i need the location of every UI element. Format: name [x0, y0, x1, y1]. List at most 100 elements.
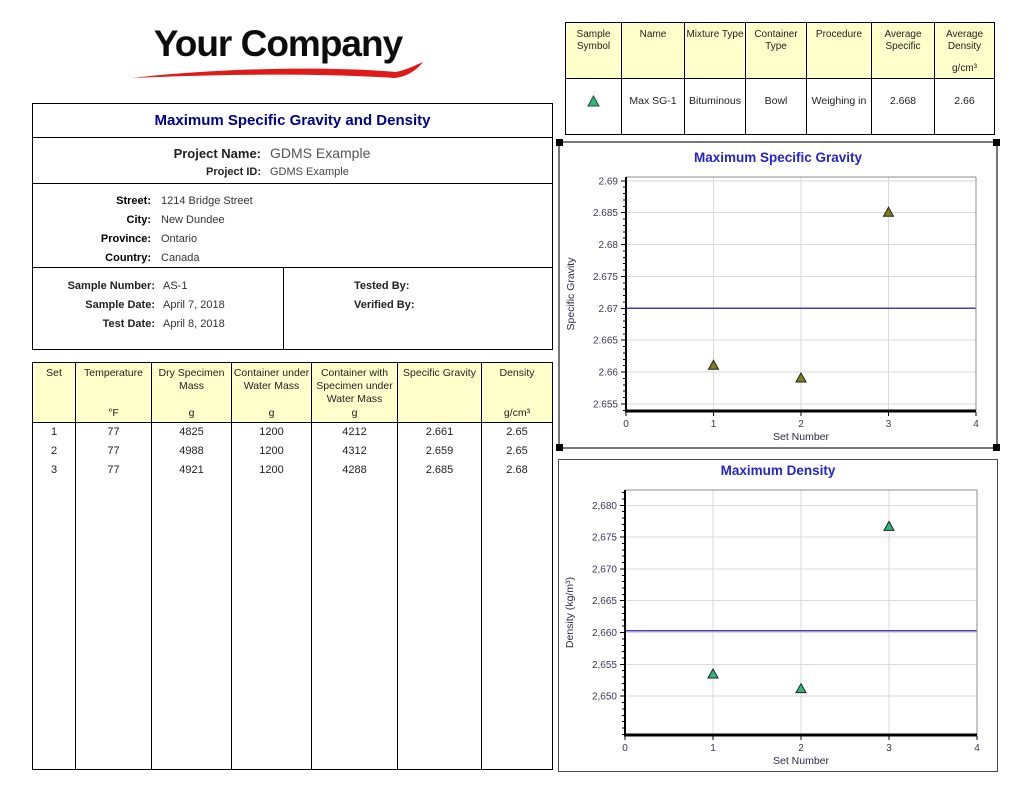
city-label: City:	[126, 214, 151, 226]
tested-by-label: Tested By:	[354, 280, 410, 292]
density-chart[interactable]: 2,680 2,675 2,670 2,665 2,660 2,655 2,650 0 1 2 3 4…	[558, 459, 998, 772]
svg-text:3: 3	[886, 419, 892, 430]
selection-handle-top-right[interactable]	[993, 139, 1000, 146]
svg-text:Specific Gravity: Specific Gravity	[565, 257, 577, 331]
summary-cell-procedure: Weighing in	[807, 79, 872, 134]
table-filler	[398, 480, 482, 769]
table-cell: 77	[76, 461, 152, 480]
svg-text:Set Number: Set Number	[773, 755, 830, 767]
density-chart-svg: 2,680 2,675 2,670 2,665 2,660 2,655 2,650 0 1 2 3 4…	[564, 463, 980, 767]
project-name-value: GDMS Example	[270, 145, 371, 161]
signoff-info: Tested By: Verified By:	[284, 268, 552, 349]
svg-text:1: 1	[710, 743, 716, 754]
country-label: Country:	[105, 252, 151, 264]
test-date-label: Test Date:	[102, 318, 155, 330]
company-logo-text: Your Company	[153, 23, 403, 64]
svg-text:2.68: 2.68	[599, 240, 619, 251]
summary-header-name: Name	[622, 23, 685, 79]
company-logo: Your Company	[128, 22, 428, 84]
svg-text:2,650: 2,650	[592, 692, 617, 703]
table-cell: 2.659	[398, 442, 482, 461]
report-title: Maximum Specific Gravity and Density	[33, 104, 552, 138]
sample-number-value: AS-1	[163, 280, 188, 292]
province-value: Ontario	[161, 233, 198, 245]
svg-text:0: 0	[622, 743, 628, 754]
svg-text:2.685: 2.685	[593, 208, 618, 219]
selection-handle-top-left[interactable]	[556, 139, 563, 146]
summary-header-average-density: Average Density g/cm³	[935, 23, 994, 79]
svg-text:2: 2	[798, 743, 804, 754]
svg-text:2.69: 2.69	[599, 176, 619, 187]
table-cell: 4921	[152, 461, 232, 480]
table-cell: 2.661	[398, 423, 482, 442]
summary-cell-average-specific: 2.668	[872, 79, 935, 134]
svg-text:2,675: 2,675	[592, 533, 617, 544]
col-header-dry-specimen-mass: Dry Specimen Mass g	[152, 363, 232, 423]
svg-text:2: 2	[798, 419, 804, 430]
summary-cell-container-type: Bowl	[746, 79, 807, 134]
svg-text:2.67: 2.67	[599, 304, 619, 315]
street-label: Street:	[116, 195, 151, 207]
svg-text:2,670: 2,670	[592, 564, 617, 575]
table-cell: 4212	[312, 423, 398, 442]
svg-text:2.655: 2.655	[593, 399, 618, 410]
svg-text:3: 3	[886, 743, 892, 754]
table-cell: 2.68	[506, 464, 528, 476]
svg-text:Set Number: Set Number	[773, 431, 830, 443]
summary-cell-mixture-type: Bituminous	[685, 79, 746, 134]
specific-gravity-chart-svg: 2.69 2.685 2.68 2.675 2.67 2.665 2.66 2.655 0 1 2 3…	[565, 150, 979, 443]
svg-text:2,680: 2,680	[592, 501, 617, 512]
table-cell: 4825	[152, 423, 232, 442]
svg-text:Maximum Specific Gravity: Maximum Specific Gravity	[694, 150, 863, 165]
results-table: Set Temperature °F Dry Specimen Mass g Con…	[32, 362, 553, 770]
selection-handle-bottom-left[interactable]	[556, 444, 563, 451]
table-filler	[152, 480, 232, 769]
col-header-density: Density g/cm³	[482, 363, 552, 423]
specific-gravity-chart[interactable]: 2.69 2.685 2.68 2.675 2.67 2.665 2.66 2.655 0 1 2 3…	[556, 139, 1000, 451]
test-date-value: April 8, 2018	[163, 318, 225, 330]
table-cell: 3	[33, 461, 76, 480]
logo-swoosh-icon	[132, 62, 423, 78]
summary-header-mixture-type: Mixture Type	[685, 23, 746, 79]
svg-text:2.675: 2.675	[593, 272, 618, 283]
selection-handle-bottom-right[interactable]	[993, 444, 1000, 451]
col-header-specific-gravity: Specific Gravity	[398, 363, 482, 423]
sample-summary-table: Sample Symbol Name Mixture Type Containe…	[565, 22, 995, 135]
table-cell: 1200	[232, 423, 312, 442]
table-cell: 77	[76, 442, 152, 461]
table-filler	[76, 480, 152, 769]
table-cell: 77	[76, 423, 152, 442]
street-value: 1214 Bridge Street	[161, 195, 253, 207]
summary-header-container-type: Container Type	[746, 23, 807, 79]
sample-symbol-cell	[566, 79, 622, 134]
table-cell: 2	[33, 442, 76, 461]
col-header-temperature: Temperature °F	[76, 363, 152, 423]
table-filler	[482, 480, 552, 769]
svg-text:4: 4	[974, 743, 980, 754]
country-value: Canada	[161, 252, 200, 264]
sample-section: Sample Number: AS-1 Sample Date: April 7, …	[33, 268, 552, 349]
col-header-container-under-water: Container under Water Mass g	[232, 363, 312, 423]
svg-text:2,665: 2,665	[592, 596, 617, 607]
table-cell: 1	[33, 423, 76, 442]
svg-text:2,660: 2,660	[592, 628, 617, 639]
address-section: Street: 1214 Bridge Street City: New Dunde…	[33, 184, 552, 268]
summary-header-sample-symbol: Sample Symbol	[566, 23, 622, 79]
table-cell: 1200	[232, 461, 312, 480]
table-cell: 4312	[312, 442, 398, 461]
summary-cell-name: Max SG-1	[622, 79, 685, 134]
summary-cell-average-density: 2.66	[954, 95, 975, 107]
table-filler	[312, 480, 398, 769]
svg-text:2.66: 2.66	[599, 368, 619, 379]
svg-text:1: 1	[711, 419, 717, 430]
col-header-set: Set	[33, 363, 76, 423]
sample-date-label: Sample Date:	[85, 299, 155, 311]
report-header-box: Maximum Specific Gravity and Density Pro…	[32, 103, 553, 350]
col-header-container-with-specimen: Container with Specimen under Water Mass…	[312, 363, 398, 423]
province-label: Province:	[100, 233, 151, 245]
table-cell: 1200	[232, 442, 312, 461]
verified-by-label: Verified By:	[354, 299, 415, 311]
sample-symbol-triangle-icon	[587, 94, 600, 107]
project-id-label: Project ID:	[205, 166, 261, 178]
